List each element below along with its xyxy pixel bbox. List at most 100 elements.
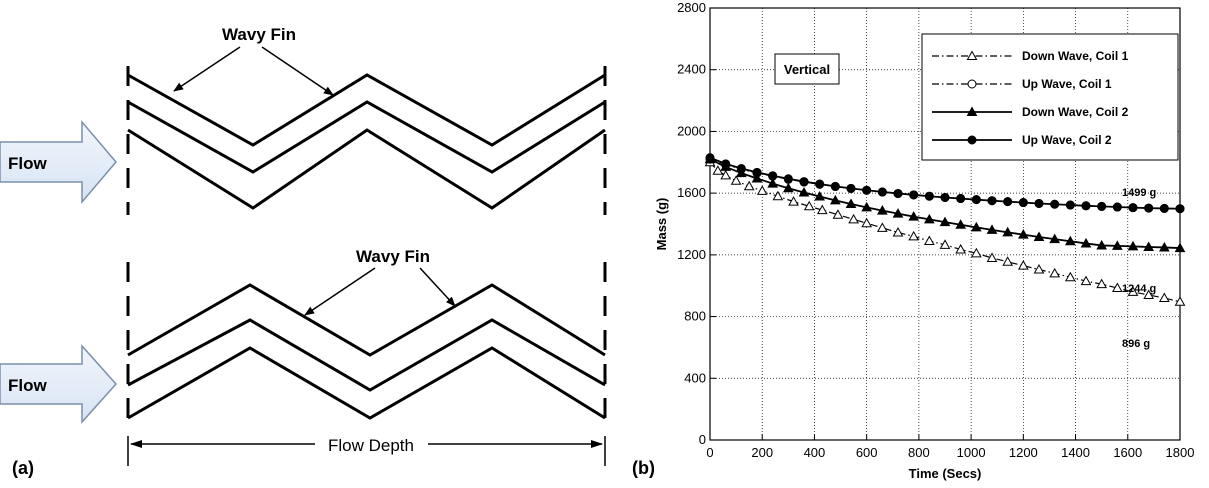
x-tick-label: 1000 bbox=[957, 445, 986, 460]
data-point bbox=[971, 195, 981, 205]
data-point bbox=[772, 190, 784, 201]
panel-a-label: (a) bbox=[12, 458, 34, 478]
data-point bbox=[845, 198, 857, 208]
data-point bbox=[876, 222, 888, 232]
data-point bbox=[939, 239, 951, 249]
legend-marker bbox=[966, 106, 978, 116]
legend-label: Up Wave, Coil 2 bbox=[1022, 133, 1112, 147]
panel-b-label: (b) bbox=[632, 458, 655, 478]
top-flow-label: Flow bbox=[8, 154, 47, 173]
data-point bbox=[814, 191, 826, 201]
data-point bbox=[1002, 226, 1014, 237]
end-label-1499: 1499 g bbox=[1122, 187, 1156, 199]
data-point bbox=[788, 196, 799, 206]
data-point bbox=[783, 174, 793, 184]
data-point bbox=[1002, 256, 1014, 266]
data-point bbox=[848, 213, 859, 224]
bottom-flow-label: Flow bbox=[8, 376, 47, 395]
data-point bbox=[752, 167, 762, 177]
data-point bbox=[1127, 286, 1139, 296]
data-point bbox=[730, 175, 742, 185]
data-point bbox=[955, 219, 967, 229]
data-point bbox=[1096, 239, 1108, 250]
data-point bbox=[970, 247, 982, 258]
data-point bbox=[909, 190, 919, 200]
x-tick-label: 0 bbox=[706, 445, 713, 460]
x-tick-label: 400 bbox=[804, 445, 826, 460]
data-point bbox=[1111, 240, 1123, 250]
top-flow-arrow: Flow bbox=[0, 119, 117, 205]
y-tick-label: 2000 bbox=[677, 123, 706, 138]
data-point bbox=[846, 183, 856, 193]
data-point bbox=[705, 153, 715, 163]
data-point bbox=[861, 201, 873, 212]
data-point bbox=[1158, 292, 1170, 303]
data-point bbox=[877, 187, 887, 197]
data-point bbox=[1143, 289, 1155, 299]
legend-label: Down Wave, Coil 2 bbox=[1022, 105, 1129, 119]
x-tick-label: 200 bbox=[751, 445, 773, 460]
data-point bbox=[1097, 201, 1107, 211]
data-point bbox=[1003, 197, 1013, 207]
data-point bbox=[1033, 231, 1045, 241]
chart-axes bbox=[709, 7, 1181, 441]
data-point bbox=[987, 196, 997, 206]
data-point bbox=[893, 188, 903, 198]
y-tick-label: 2400 bbox=[677, 62, 706, 77]
data-point bbox=[721, 159, 731, 169]
data-point bbox=[892, 226, 904, 237]
top-fin-label: Wavy Fin bbox=[222, 25, 296, 44]
top-wavy-fins bbox=[127, 73, 606, 210]
flow-depth-label: Flow Depth bbox=[328, 436, 414, 455]
data-point bbox=[1175, 204, 1185, 214]
data-point bbox=[1174, 296, 1186, 306]
flow-depth-dimension bbox=[127, 436, 606, 466]
x-tick-label: 1200 bbox=[1009, 445, 1038, 460]
data-point bbox=[782, 182, 794, 193]
bottom-end-walls bbox=[126, 262, 607, 422]
data-point bbox=[1128, 203, 1138, 213]
series-3 bbox=[704, 153, 1186, 253]
y-tick-label: 1600 bbox=[677, 185, 706, 200]
data-point bbox=[767, 178, 779, 188]
data-point bbox=[1017, 229, 1029, 239]
top-fin-pointers bbox=[173, 46, 334, 96]
wavy-fin-schematic: Wavy Fin Flow Wavy Fin Flow Flow Depth (… bbox=[0, 25, 607, 478]
data-point bbox=[798, 187, 810, 197]
y-tick-label: 400 bbox=[684, 370, 706, 385]
data-point bbox=[1081, 201, 1091, 211]
data-point bbox=[1143, 241, 1155, 251]
x-tick-label: 800 bbox=[908, 445, 930, 460]
x-tick-label: 1800 bbox=[1166, 445, 1195, 460]
data-point bbox=[908, 230, 920, 241]
data-point bbox=[832, 209, 844, 219]
data-point bbox=[861, 217, 873, 228]
bottom-fin-label: Wavy Fin bbox=[356, 247, 430, 266]
chart-legend: Down Wave, Coil 1 Up Wave, Coil 1 Down Wav… bbox=[921, 33, 1179, 161]
legend-marker bbox=[966, 50, 978, 60]
data-point bbox=[743, 180, 755, 191]
data-point bbox=[1049, 267, 1061, 278]
data-point bbox=[876, 205, 888, 215]
chart-tick-labels: 0 200 400 600 800 1000 1200 1400 1600 1800 0 400 800… bbox=[677, 0, 1194, 460]
data-point bbox=[986, 252, 998, 262]
legend-marker bbox=[967, 79, 977, 89]
data-point bbox=[1050, 199, 1060, 209]
data-point bbox=[720, 169, 732, 180]
data-point bbox=[1034, 198, 1044, 208]
y-tick-label: 800 bbox=[684, 309, 706, 324]
orientation-box bbox=[774, 53, 840, 85]
bottom-flow-arrow: Flow bbox=[0, 344, 118, 424]
data-point bbox=[768, 171, 778, 181]
series-1 bbox=[704, 156, 1186, 306]
y-axis-title: Mass (g) bbox=[654, 198, 669, 251]
data-point bbox=[1158, 241, 1170, 252]
data-point bbox=[756, 185, 768, 195]
data-point bbox=[923, 235, 935, 245]
x-tick-label: 1400 bbox=[1061, 445, 1090, 460]
end-label-896: 896 g bbox=[1122, 338, 1150, 350]
data-point bbox=[736, 163, 746, 173]
series-line bbox=[709, 161, 1181, 303]
legend-marker bbox=[967, 135, 977, 145]
data-point bbox=[1080, 237, 1092, 248]
